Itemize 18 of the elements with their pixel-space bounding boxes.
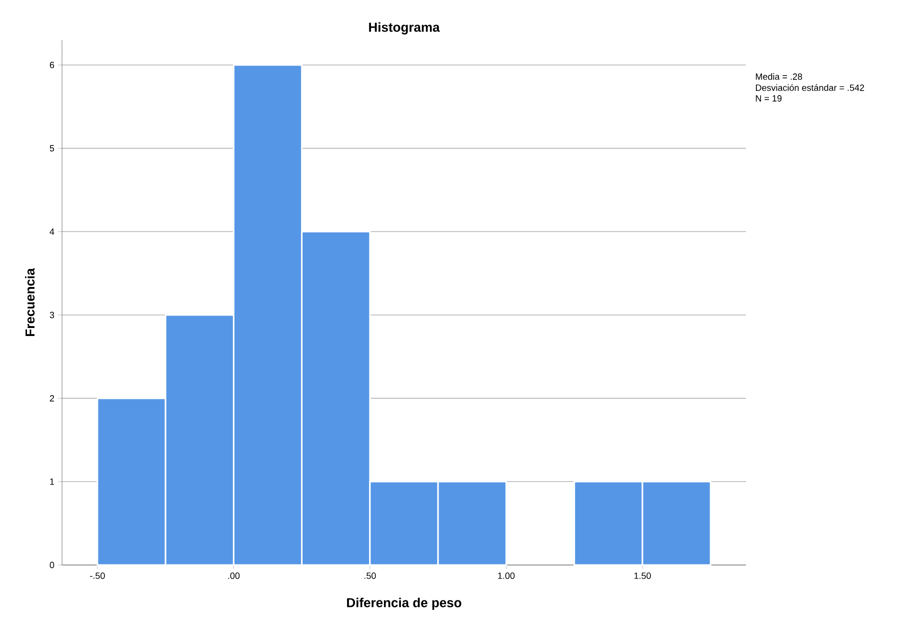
x-tick-label: .50 [364,572,376,579]
text: Media = .28 [756,73,802,80]
chart-title: Histograma [369,22,440,34]
y-tick-label: 5 [50,145,54,152]
text: N = 19 [756,95,782,102]
y-tick-label: 0 [50,562,54,568]
x-tick-label: 1.50 [634,572,651,579]
x-tick-label: 1.00 [498,572,515,579]
x-tick-label: .00 [228,572,240,579]
y-tick-label: 6 [50,62,54,68]
y-tick-label: 1 [50,478,54,485]
x-axis-title: Diferencia de peso [347,598,462,610]
y-axis-title: Frecuencia [25,268,35,336]
x-tick-label: -.50 [90,572,105,579]
y-tick-label: 3 [50,312,54,318]
y-tick-label: 2 [50,395,54,402]
text: Desviación estándar = .542 [756,84,864,91]
y-tick-label: 4 [50,228,54,235]
